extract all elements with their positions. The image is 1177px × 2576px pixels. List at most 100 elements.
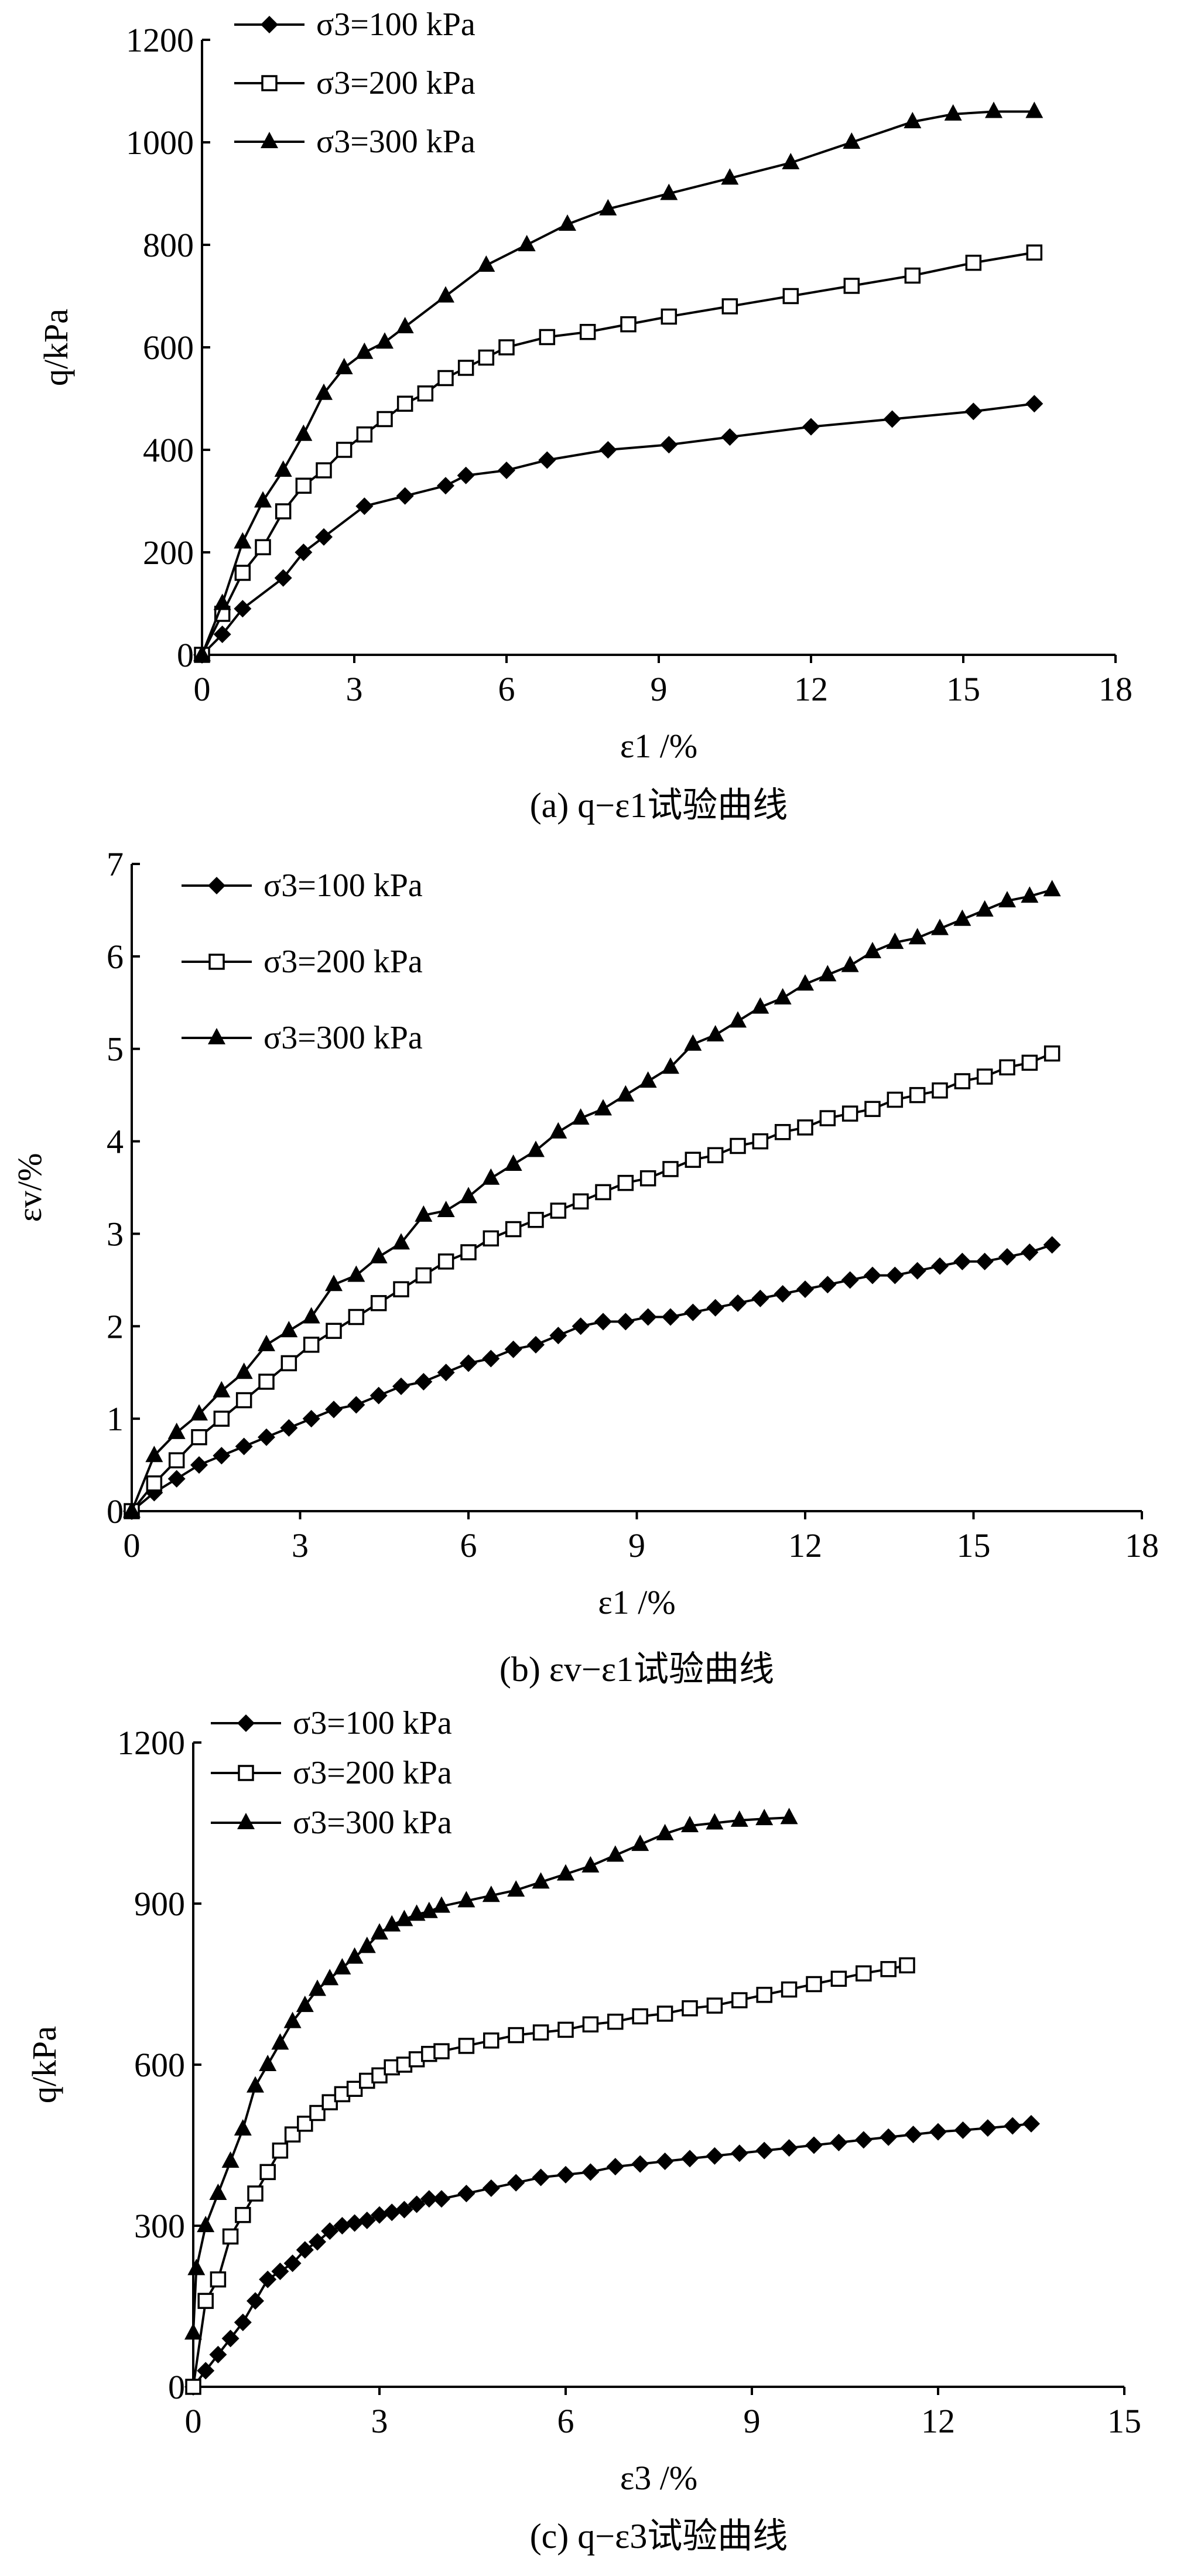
chart-panel-c: 0 3 6 9 12 15 0 300 600 900 1200 ε3 /% q/kPa (c) q−ε3… [25, 1705, 1141, 2555]
data-point [369, 1386, 388, 1405]
data-point [482, 1350, 500, 1368]
data-point [221, 2329, 239, 2348]
data-point [315, 528, 333, 546]
data-point [146, 1475, 163, 1492]
data-point [978, 2119, 997, 2137]
data-point [295, 477, 312, 494]
data-point [213, 626, 231, 643]
data-point [482, 1885, 500, 1902]
data-point [532, 1872, 550, 1889]
data-point [396, 317, 414, 333]
data-point [437, 1200, 455, 1217]
data-point [887, 1091, 904, 1108]
data-point [309, 1979, 326, 1996]
data-point [620, 316, 637, 333]
data-point [843, 132, 861, 149]
data-point [1021, 886, 1039, 903]
data-point [841, 1105, 858, 1122]
data-point [415, 1205, 433, 1222]
data-point [639, 1071, 657, 1088]
data-point [325, 1275, 343, 1292]
data-point [347, 1396, 365, 1414]
data-point [213, 593, 231, 610]
x-tick-label: 6 [557, 2402, 574, 2440]
data-point [234, 2119, 252, 2136]
data-point [752, 1133, 769, 1150]
data-point [595, 1184, 611, 1201]
data-point [247, 2292, 264, 2310]
data-point [904, 112, 922, 128]
legend-label: σ3=300 kPa [316, 124, 475, 160]
data-point [1021, 1054, 1038, 1071]
y-tick-label: 3 [107, 1215, 124, 1253]
data-point [899, 1957, 915, 1974]
data-point [437, 370, 454, 387]
y-tick-label: 6 [107, 938, 124, 976]
x-tick-label: 0 [185, 2402, 202, 2440]
legend-marker [208, 1028, 225, 1044]
data-point [755, 2141, 774, 2160]
data-point [395, 2201, 413, 2219]
data-point [271, 2262, 289, 2280]
data-point [1004, 2117, 1022, 2135]
data-point [730, 2144, 748, 2162]
x-tick-label: 9 [651, 670, 668, 708]
y-tick-label: 600 [134, 2046, 185, 2084]
data-point [247, 2076, 264, 2093]
data-point [706, 1813, 724, 1830]
data-point [145, 1446, 163, 1463]
data-point [964, 402, 983, 421]
data-point [415, 1267, 432, 1284]
data-point [235, 1362, 253, 1379]
data-point [985, 101, 1002, 118]
data-point [274, 569, 292, 587]
data-point [662, 1161, 679, 1177]
data-point [581, 2163, 600, 2181]
data-point [191, 1429, 207, 1446]
data-point [682, 2000, 698, 2017]
data-point [557, 1864, 574, 1881]
data-point [280, 1321, 298, 1338]
data-point [167, 1422, 186, 1439]
x-tick-label: 9 [744, 2402, 761, 2440]
data-point [348, 1309, 365, 1325]
y-tick-label: 1200 [117, 1724, 185, 1762]
data-point [1025, 101, 1043, 118]
legend-marker [237, 1813, 255, 1829]
data-point [527, 1140, 545, 1157]
x-tick-label: 18 [1099, 670, 1132, 708]
data-point [999, 1059, 1015, 1076]
legend-label: σ3=100 kPa [264, 867, 423, 904]
data-point [415, 1373, 433, 1391]
data-point [213, 1410, 230, 1427]
data-point [371, 1923, 388, 1940]
legend-marker [261, 16, 278, 33]
data-point [559, 214, 576, 231]
data-point [255, 539, 271, 555]
data-point [953, 909, 971, 926]
data-point [396, 487, 414, 505]
data-point [235, 1437, 253, 1456]
data-point [356, 426, 373, 443]
x-axis-title: ε3 /% [620, 2459, 697, 2497]
y-tick-label: 800 [143, 226, 194, 264]
data-point [681, 1816, 699, 1833]
data-point [780, 2139, 798, 2157]
data-point [755, 1809, 774, 1826]
data-point [383, 1915, 401, 1932]
data-point [271, 2033, 289, 2050]
chart-caption: (b) εv−ε1试验曲线 [499, 1650, 774, 1689]
data-point [483, 2032, 499, 2049]
data-point [796, 1280, 814, 1299]
data-point [235, 1392, 252, 1409]
data-point [321, 1969, 339, 1986]
data-point [209, 2184, 227, 2200]
data-point [234, 532, 252, 549]
data-point [557, 2021, 574, 2038]
data-point [843, 278, 860, 294]
y-tick-label: 1200 [126, 21, 194, 59]
data-point [309, 2233, 326, 2251]
data-point [572, 1317, 590, 1335]
y-tick-label: 300 [134, 2207, 185, 2245]
data-point [280, 1419, 298, 1437]
